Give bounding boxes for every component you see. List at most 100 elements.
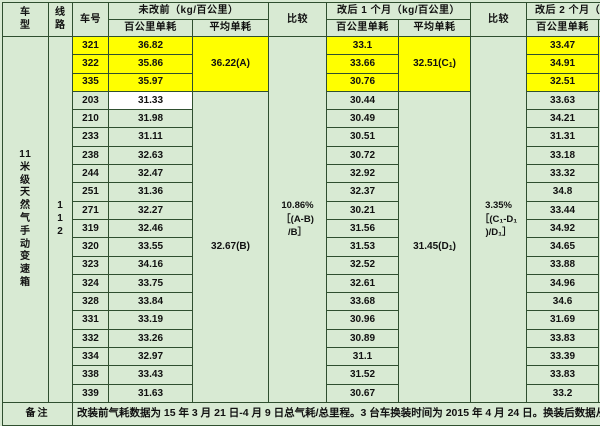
cell-before-per100: 31.11 (109, 128, 193, 146)
cell-after1-per100: 31.56 (327, 219, 399, 237)
cell-before-per100: 32.97 (109, 348, 193, 366)
cell-car-no: 271 (73, 201, 109, 219)
cell-before-per100: 33.84 (109, 293, 193, 311)
header-car-no: 车号 (73, 3, 109, 37)
cell-after2-per100: 34.6 (527, 293, 599, 311)
cell-car-no: 319 (73, 219, 109, 237)
cell-after2-per100: 33.47 (527, 37, 599, 55)
cell-car-no: 334 (73, 348, 109, 366)
note-text: 改装前气耗数据为 15 年 3 月 21 日-4 月 9 日总气耗/总里程。3 … (73, 402, 600, 425)
header-before-avg: 平均单耗 (193, 20, 269, 37)
cell-before-per100: 34.16 (109, 256, 193, 274)
cell-before-per100: 36.82 (109, 37, 193, 55)
cell-before-per100: 33.55 (109, 238, 193, 256)
cell-before-per100: 33.43 (109, 366, 193, 384)
cell-after1-avg-rest: 31.45(D1) (399, 91, 471, 402)
cell-car-no: 321 (73, 37, 109, 55)
header-before: 未改前（kg/百公里） (109, 3, 269, 20)
cell-car-no: 322 (73, 55, 109, 73)
header-line: 线 路 (49, 3, 73, 37)
cell-after1-per100: 30.21 (327, 201, 399, 219)
cell-car-no: 238 (73, 146, 109, 164)
cell-after2-per100: 34.8 (527, 183, 599, 201)
cell-before-avg-rest: 32.67(B) (193, 91, 269, 402)
cell-after1-per100: 30.67 (327, 384, 399, 402)
header-after1-avg: 平均单耗 (399, 20, 471, 37)
cell-car-no: 251 (73, 183, 109, 201)
cell-after2-per100: 34.96 (527, 274, 599, 292)
cell-car-no: 203 (73, 91, 109, 109)
header-compare-2: 比较 (471, 3, 527, 37)
cell-after2-per100: 33.2 (527, 384, 599, 402)
cell-compare-1: 10.86%［(A-B)/B］ (269, 37, 327, 403)
header-row-1: 车 型 线 路 车号 未改前（kg/百公里） 比较 改后 1 个月（kg/百公里… (3, 3, 600, 20)
cell-before-per100: 33.75 (109, 274, 193, 292)
cell-car-no: 244 (73, 165, 109, 183)
cell-after2-per100: 33.32 (527, 165, 599, 183)
header-after2-per100: 百公里单耗 (527, 20, 599, 37)
cell-after1-per100: 33.68 (327, 293, 399, 311)
spreadsheet-sheet: 车 型 线 路 车号 未改前（kg/百公里） 比较 改后 1 个月（kg/百公里… (0, 0, 600, 411)
note-row: 备注 改装前气耗数据为 15 年 3 月 21 日-4 月 9 日总气耗/总里程… (3, 402, 600, 425)
cell-before-per100: 31.63 (109, 384, 193, 402)
cell-after2-per100: 33.18 (527, 146, 599, 164)
cell-after1-per100: 31.1 (327, 348, 399, 366)
cell-car-no: 331 (73, 311, 109, 329)
cell-after1-per100: 30.96 (327, 311, 399, 329)
cell-car-no: 338 (73, 366, 109, 384)
cell-before-per100: 32.47 (109, 165, 193, 183)
cell-after1-per100: 30.51 (327, 128, 399, 146)
cell-car-no: 339 (73, 384, 109, 402)
cell-after1-per100: 31.53 (327, 238, 399, 256)
cell-car-no: 335 (73, 73, 109, 91)
cell-before-per100: 31.33 (109, 91, 193, 109)
cell-before-per100: 35.97 (109, 73, 193, 91)
cell-after1-per100: 31.52 (327, 366, 399, 384)
cell-before-per100: 32.46 (109, 219, 193, 237)
cell-car-no: 210 (73, 110, 109, 128)
cell-after2-per100: 34.21 (527, 110, 599, 128)
cell-after1-per100: 30.72 (327, 146, 399, 164)
cell-car-no: 332 (73, 329, 109, 347)
cell-before-per100: 31.98 (109, 110, 193, 128)
cell-after1-per100: 33.1 (327, 37, 399, 55)
cell-after2-per100: 31.69 (527, 311, 599, 329)
cell-car-no: 328 (73, 293, 109, 311)
header-compare-1: 比较 (269, 3, 327, 37)
cell-compare-2: 3.35%［(C₁-D₁)/D₁］ (471, 37, 527, 403)
cell-before-avg-highlight: 36.22(A) (193, 37, 269, 92)
cell-after1-per100: 33.66 (327, 55, 399, 73)
cell-after2-per100: 32.51 (527, 73, 599, 91)
cell-before-per100: 32.63 (109, 146, 193, 164)
cell-car-no: 323 (73, 256, 109, 274)
cell-before-per100: 35.86 (109, 55, 193, 73)
cell-after2-per100: 33.63 (527, 91, 599, 109)
cell-after2-per100: 33.83 (527, 329, 599, 347)
header-after-1-month: 改后 1 个月（kg/百公里） (327, 3, 471, 20)
note-label: 备注 (3, 402, 73, 425)
cell-after1-per100: 30.49 (327, 110, 399, 128)
cell-after2-per100: 34.92 (527, 219, 599, 237)
cell-car-no: 233 (73, 128, 109, 146)
table-header: 车 型 线 路 车号 未改前（kg/百公里） 比较 改后 1 个月（kg/百公里… (3, 3, 600, 37)
cell-car-no: 324 (73, 274, 109, 292)
cell-after1-per100: 32.52 (327, 256, 399, 274)
header-after1-per100: 百公里单耗 (327, 20, 399, 37)
cell-after2-per100: 33.83 (527, 366, 599, 384)
cell-after1-per100: 32.92 (327, 165, 399, 183)
cell-after1-per100: 30.76 (327, 73, 399, 91)
cell-before-per100: 33.19 (109, 311, 193, 329)
header-vehicle-type: 车 型 (3, 3, 49, 37)
header-before-per100: 百公里单耗 (109, 20, 193, 37)
cell-after1-per100: 32.61 (327, 274, 399, 292)
cell-after2-per100: 34.91 (527, 55, 599, 73)
cell-before-per100: 32.27 (109, 201, 193, 219)
cell-after1-per100: 30.44 (327, 91, 399, 109)
cell-after2-per100: 33.39 (527, 348, 599, 366)
cell-after2-per100: 33.88 (527, 256, 599, 274)
cell-before-per100: 31.36 (109, 183, 193, 201)
